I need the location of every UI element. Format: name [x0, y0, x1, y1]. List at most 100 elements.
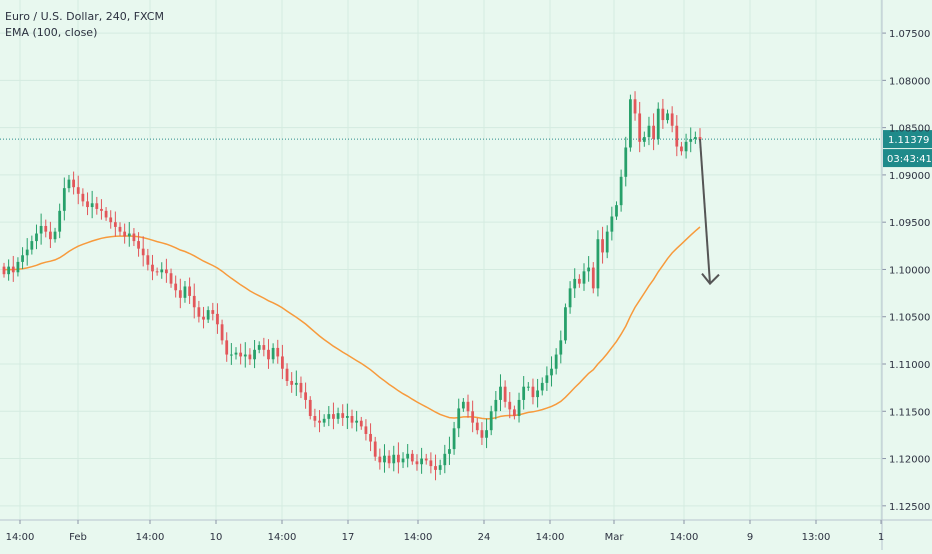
- candle-body: [489, 411, 493, 431]
- candle-body: [615, 205, 618, 217]
- candle-body: [582, 271, 586, 284]
- candle-body: [53, 231, 57, 240]
- time-tick-label: 1: [878, 532, 884, 543]
- candle-body: [471, 411, 475, 423]
- candle-body: [141, 248, 145, 256]
- candle-body: [262, 345, 266, 350]
- candle-body: [503, 386, 507, 402]
- time-tick-label: 14:00: [268, 532, 297, 543]
- candle-body: [656, 108, 660, 139]
- candle-body: [457, 408, 461, 429]
- candle-body: [642, 137, 646, 142]
- price-tick-label: 1.08000: [889, 76, 930, 87]
- time-tick-label: 13:00: [802, 532, 831, 543]
- candle-body: [452, 428, 456, 450]
- candle-body: [684, 141, 688, 152]
- current-price-badge: [883, 130, 932, 149]
- candle-body: [499, 386, 502, 400]
- price-tick-label: 1.09500: [889, 218, 930, 229]
- price-tick-label: 1.11000: [889, 360, 930, 371]
- time-tick-label: Feb: [69, 532, 87, 543]
- candle-body: [281, 356, 284, 369]
- candle-body: [118, 226, 122, 232]
- candle-body: [304, 392, 307, 400]
- bar-countdown-value: 03:43:41: [887, 154, 932, 165]
- candle-body: [629, 99, 632, 148]
- candle-body: [62, 188, 66, 211]
- time-tick-label: 14:00: [670, 532, 699, 543]
- candle-body: [359, 420, 363, 427]
- candle-body: [160, 269, 164, 273]
- candle-body: [587, 267, 591, 272]
- candle-body: [202, 316, 205, 320]
- candle-body: [239, 352, 243, 357]
- candle-body: [35, 233, 38, 242]
- candle-body: [554, 354, 558, 369]
- candle-body: [216, 313, 219, 325]
- time-tick-label: 9: [747, 532, 753, 543]
- candle-body: [299, 382, 303, 393]
- candle-body: [508, 401, 512, 410]
- time-tick-label: 10: [210, 532, 223, 543]
- candle-body: [355, 420, 359, 423]
- candle-body: [577, 278, 581, 284]
- candle-body: [624, 147, 628, 177]
- candle-body: [253, 349, 256, 360]
- candle-body: [137, 241, 140, 249]
- symbol-title[interactable]: Euro / U.S. Dollar, 240, FXCM: [5, 10, 164, 23]
- candle-body: [285, 368, 289, 382]
- candle-body: [378, 456, 382, 463]
- candle-body: [661, 108, 665, 121]
- candle-body: [448, 449, 451, 454]
- candle-body: [257, 345, 261, 350]
- candle-body: [434, 466, 437, 470]
- candle-body: [332, 414, 335, 419]
- candle-body: [95, 203, 99, 209]
- candle-body: [271, 347, 275, 360]
- candle-body: [308, 399, 312, 416]
- candle-body: [698, 137, 702, 140]
- candle-body: [591, 267, 595, 289]
- candle-body: [290, 381, 294, 385]
- candle-body: [183, 286, 187, 298]
- candle-body: [109, 217, 113, 223]
- candle-body: [364, 426, 368, 434]
- candle-body: [39, 225, 43, 234]
- candle-body: [619, 176, 623, 206]
- candle-body: [689, 138, 693, 142]
- candle-body: [113, 222, 117, 227]
- candle-body: [2, 266, 6, 275]
- candle-body: [146, 255, 150, 265]
- time-tick-label: 14:00: [536, 532, 565, 543]
- candle-body: [211, 310, 215, 314]
- projection-arrow-head[interactable]: [701, 273, 720, 286]
- candle-body: [294, 382, 298, 385]
- candle-body: [123, 231, 127, 237]
- candle-body: [350, 416, 354, 423]
- candle-body: [652, 125, 655, 139]
- projection-arrow-line[interactable]: [699, 139, 711, 284]
- candle-body: [341, 413, 345, 418]
- candle-body: [406, 453, 410, 459]
- candle-body: [522, 386, 526, 400]
- candle-body: [666, 113, 669, 121]
- candle-body: [531, 386, 535, 398]
- candle-body: [513, 409, 516, 416]
- candle-body: [229, 354, 233, 356]
- candle-body: [81, 193, 85, 202]
- candle-body: [313, 416, 317, 421]
- candle-body: [104, 210, 108, 218]
- candle-body: [7, 266, 11, 275]
- candle-body: [420, 458, 423, 465]
- candle-body: [11, 266, 15, 273]
- ema-indicator-label[interactable]: EMA (100, close): [5, 26, 98, 39]
- candle-body: [387, 455, 391, 464]
- candle-body: [429, 460, 433, 467]
- candle-body: [86, 201, 89, 208]
- candle-body: [155, 271, 159, 273]
- candle-body: [267, 349, 270, 360]
- candle-body: [132, 233, 136, 242]
- candle-body: [58, 210, 62, 232]
